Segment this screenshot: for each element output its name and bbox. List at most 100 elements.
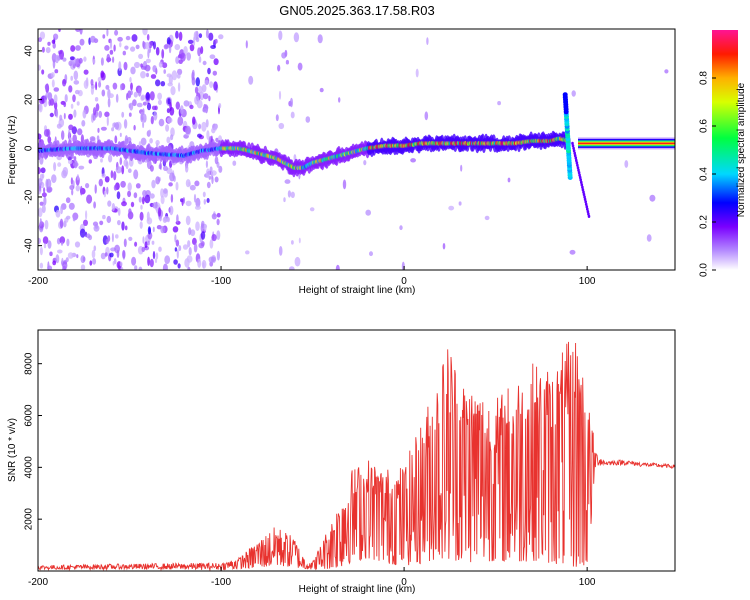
- spectrogram-noise-blob: [176, 214, 179, 224]
- spectrogram-noise-blob: [203, 198, 206, 205]
- spectrogram-noise-blob: [291, 240, 294, 245]
- spectrogram-noise-blob: [119, 157, 123, 166]
- spectrogram-noise-blob: [116, 191, 121, 200]
- spectrogram-noise-blob: [40, 167, 46, 174]
- spectrogram-noise-blob: [117, 36, 123, 42]
- spectrogram-branch-cell: [580, 183, 584, 187]
- spectrogram-noise-blob: [70, 75, 73, 81]
- spectrogram-noise-blob: [100, 57, 104, 66]
- spectrogram-noise-blob: [57, 162, 62, 167]
- spectrogram-noise-blob: [194, 205, 201, 210]
- spectrogram-noise-blob: [63, 112, 66, 120]
- spectrogram-noise-blob: [175, 181, 179, 191]
- spectrogram-noise-blob: [166, 37, 171, 45]
- spectrogram-noise-blob: [245, 40, 248, 49]
- spectrogram-noise-blob: [134, 61, 140, 69]
- spectrogram-noise-blob: [177, 116, 184, 126]
- spectrogram-noise-blob: [194, 180, 200, 187]
- spectrogram-noise-blob: [114, 29, 119, 36]
- spectrogram-noise-blob: [109, 252, 114, 258]
- spectrogram-noise-blob: [38, 166, 41, 175]
- spectrogram-noise-blob: [151, 179, 156, 189]
- snr-y-tick-label: 6000: [24, 404, 35, 427]
- spectrogram-noise-blob: [193, 193, 197, 203]
- spectrogram-branch-cell: [586, 210, 590, 214]
- colorbar-tick-label: 0.4: [699, 167, 710, 181]
- spectrogram-noise-blob: [189, 44, 195, 52]
- spectrogram-noise-blob: [150, 116, 154, 125]
- spectrogram-noise-blob: [104, 111, 110, 118]
- spectrogram-noise-blob: [147, 226, 151, 235]
- spectrogram-noise-blob: [114, 122, 120, 130]
- spectrogram-noise-blob: [218, 34, 224, 40]
- spectrogram-noise-blob: [171, 70, 178, 81]
- spectrogram-noise-blob: [75, 45, 81, 51]
- spectrogram-noise-blob: [202, 60, 207, 66]
- spectrogram-noise-blob: [95, 81, 98, 91]
- spectrogram-noise-blob: [68, 202, 75, 210]
- spectrogram-noise-blob: [59, 236, 66, 244]
- spectrogram-noise-blob: [106, 53, 111, 63]
- spectrogram-noise-blob: [93, 245, 97, 252]
- spectrogram-noise-blob: [83, 56, 87, 62]
- spectrogram-noise-blob: [119, 42, 122, 48]
- spectrogram-noise-blob: [61, 170, 67, 179]
- spectrogram-noise-blob: [55, 209, 61, 218]
- spectrogram-noise-blob: [197, 47, 202, 57]
- spectrogram-noise-blob: [97, 127, 100, 133]
- spectrogram-noise-blob: [80, 185, 83, 196]
- spectrogram-noise-blob: [216, 230, 221, 241]
- spectrogram-noise-blob: [152, 251, 156, 260]
- spectrogram-noise-blob: [55, 254, 60, 264]
- spectrogram-noise-blob: [363, 160, 367, 166]
- spectrogram-noise-blob: [55, 54, 59, 64]
- spectrogram-noise-blob: [184, 125, 191, 135]
- spectrogram-noise-blob: [121, 165, 125, 175]
- spectrogram-noise-blob: [119, 132, 122, 137]
- spectrogram-noise-blob: [185, 165, 189, 173]
- colorbar-label: Normalized spectral amplitude: [736, 82, 747, 217]
- spectrogram-noise-blob: [182, 197, 186, 204]
- spectrogram-noise-blob: [154, 258, 158, 264]
- spectrogram-noise-blob: [100, 158, 103, 163]
- spectrogram-noise-blob: [198, 56, 202, 63]
- spectrogram-noise-blob: [177, 263, 181, 269]
- spectrogram-noise-blob: [83, 69, 89, 75]
- spectrogram-noise-blob: [65, 197, 71, 204]
- spectrogram-noise-blob: [147, 240, 150, 246]
- spectrogram-noise-blob: [38, 178, 43, 187]
- spectrogram-noise-blob: [76, 101, 80, 106]
- spectrogram-noise-blob: [202, 108, 208, 113]
- spectrogram-noise-blob: [369, 251, 373, 257]
- spectrogram-noise-blob: [162, 216, 168, 223]
- spectrogram-noise-blob: [38, 37, 42, 43]
- spectrogram-noise-blob: [70, 45, 76, 52]
- spectrogram-noise-blob: [41, 192, 47, 198]
- spectrogram-noise-blob: [507, 177, 511, 183]
- spectrogram-noise-blob: [201, 84, 207, 93]
- colorbar: 0.0 0.2 0.4 0.6 0.8 Normalized spectral ampl…: [699, 30, 747, 277]
- spectrogram-noise-blob: [170, 134, 174, 141]
- spectrogram-noise-blob: [71, 189, 74, 196]
- spectrogram-branch-cell: [580, 180, 583, 184]
- spectrogram-noise-blob: [399, 225, 403, 231]
- spectrogram-noise-blob: [38, 64, 41, 71]
- snr-frame: [37, 329, 676, 572]
- spectrogram-noise-blob: [186, 52, 191, 61]
- spectrogram-noise-blob: [59, 114, 63, 121]
- spectrogram-noise-blob: [89, 136, 96, 142]
- spectrogram-branch-cell: [587, 212, 590, 216]
- spectrogram-noise-blob: [160, 225, 166, 234]
- spectrogram-noise-blob: [169, 205, 174, 216]
- spectrogram-noise-blob: [162, 62, 168, 69]
- spectrogram-noise-blob: [162, 263, 168, 270]
- spectrogram-noise-blob: [72, 94, 76, 103]
- spectrogram-noise-blob: [210, 135, 213, 143]
- spectrogram-noise-blob: [91, 249, 96, 259]
- colorbar-tick-label: 0.8: [699, 71, 710, 85]
- spectrogram-noise-blob: [47, 240, 52, 249]
- colorbar-tick-label: 0.6: [699, 119, 710, 133]
- spectrogram-branch-cell: [576, 163, 579, 167]
- spectrogram-branch-cell: [576, 166, 580, 170]
- spectrogram-noise-blob: [109, 49, 114, 55]
